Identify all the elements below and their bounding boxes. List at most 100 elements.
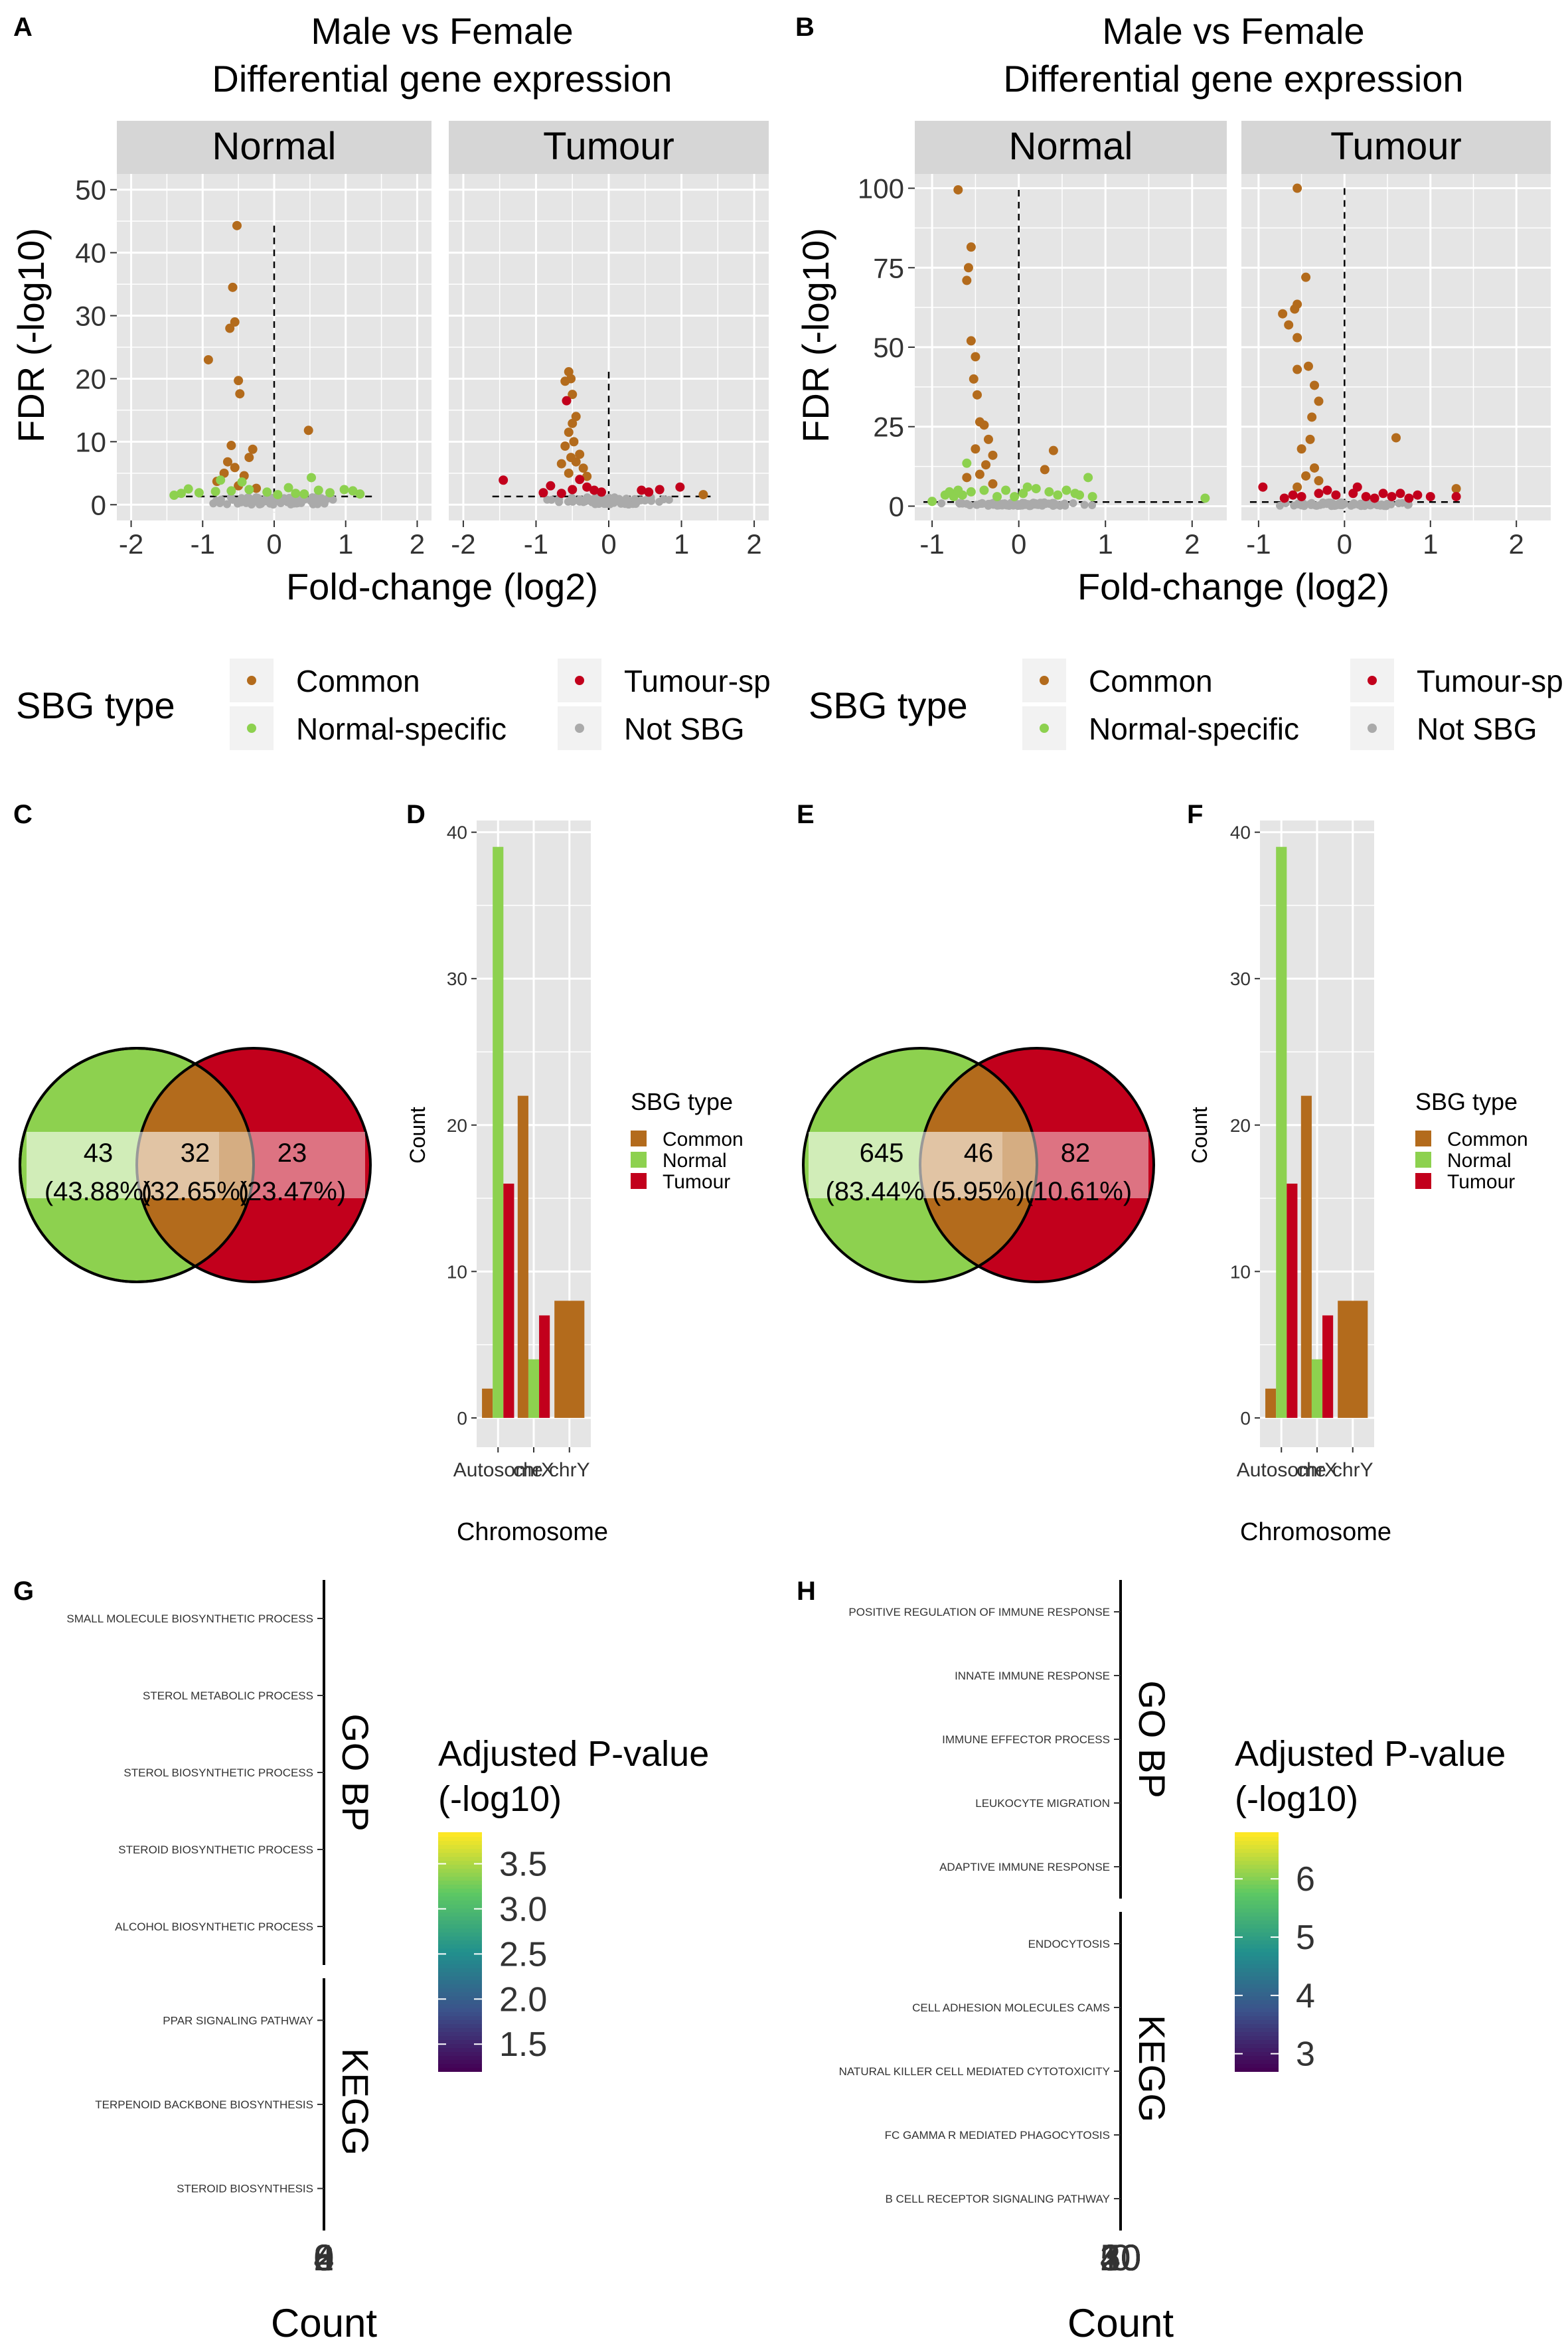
colorbar-segment bbox=[1235, 1960, 1279, 1964]
colorbar-tick-label: 4 bbox=[1296, 1977, 1315, 2015]
colorbar-segment bbox=[438, 1884, 482, 1889]
colorbar-segment bbox=[438, 1999, 482, 2004]
point-not-sbg bbox=[1376, 501, 1385, 510]
colorbar-segment bbox=[438, 1952, 482, 1956]
colorbar-tick-label: 5 bbox=[1296, 1919, 1315, 1957]
colorbar-segment bbox=[438, 1940, 482, 1944]
term-label: NATURAL KILLER CELL MEDIATED CYTOTOXICIT… bbox=[839, 2065, 1110, 2078]
y-tick-label: 0 bbox=[889, 491, 904, 522]
point bbox=[244, 485, 254, 495]
colorbar-segment bbox=[1235, 1996, 1279, 2000]
term-label: SMALL MOLECULE BIOSYNTHETIC PROCESS bbox=[66, 1612, 313, 1625]
point bbox=[1307, 412, 1317, 422]
panel-h-colorbar-title-line1: Adjusted P-value bbox=[1235, 1734, 1506, 1774]
point bbox=[1200, 493, 1210, 503]
panel-g-facet-label-kegg: KEGG bbox=[335, 2048, 376, 2156]
legend-sbg-a-label-common: Common bbox=[296, 664, 420, 698]
colorbar-segment bbox=[1235, 1964, 1279, 1968]
term-label: ADAPTIVE IMMUNE RESPONSE bbox=[939, 1861, 1110, 1873]
point bbox=[1310, 463, 1320, 473]
colorbar-tick-label: 1.5 bbox=[499, 2025, 547, 2064]
panel-g-xlabel: Count bbox=[271, 2301, 377, 2345]
point bbox=[962, 458, 972, 468]
legend-sbg-b-title: SBG type bbox=[809, 684, 968, 726]
point bbox=[963, 263, 973, 273]
x-tick-label: 20 bbox=[1100, 2236, 1141, 2278]
point bbox=[1301, 471, 1311, 481]
colorbar-segment bbox=[1235, 2067, 1279, 2072]
point bbox=[560, 376, 570, 386]
panel-b-subtitle: Differential gene expression bbox=[1003, 58, 1463, 100]
x-tick-label: Autosome bbox=[453, 1459, 543, 1481]
legend-sbg-a-key-notsbg bbox=[575, 724, 584, 733]
y-tick-label: 20 bbox=[447, 1115, 467, 1136]
bar-common bbox=[1300, 1095, 1312, 1418]
point bbox=[499, 475, 509, 485]
point-not-sbg bbox=[1034, 500, 1042, 509]
point bbox=[538, 488, 548, 498]
point bbox=[248, 444, 258, 454]
colorbar-segment bbox=[1235, 1920, 1279, 1924]
point bbox=[273, 490, 283, 500]
bar-common bbox=[554, 1300, 585, 1418]
colorbar-segment bbox=[1235, 1948, 1279, 1952]
point bbox=[219, 468, 229, 478]
point bbox=[1279, 493, 1289, 503]
point bbox=[966, 336, 976, 346]
point bbox=[698, 490, 708, 500]
term-label: TERPENOID BACKBONE BIOSYNTHESIS bbox=[95, 2098, 313, 2111]
colorbar-segment bbox=[1235, 1936, 1279, 1940]
colorbar-segment bbox=[438, 1980, 482, 1984]
point bbox=[1378, 489, 1388, 499]
bar-normal bbox=[528, 1359, 540, 1418]
colorbar-segment bbox=[438, 1864, 482, 1869]
x-tick-label: -1 bbox=[1246, 528, 1271, 560]
colorbar-segment bbox=[1235, 1836, 1279, 1841]
point-not-sbg bbox=[280, 494, 289, 503]
term-label: PPAR SIGNALING PATHWAY bbox=[163, 2014, 313, 2027]
panel-f-legend-label-common: Common bbox=[1447, 1129, 1528, 1150]
point-not-sbg bbox=[605, 500, 614, 509]
colorbar-segment bbox=[1235, 2055, 1279, 2060]
colorbar-segment bbox=[438, 1832, 482, 1837]
legend-sbg-a: SBG type Common Normal-specific Tumour-s… bbox=[16, 659, 771, 750]
point-not-sbg bbox=[223, 500, 232, 509]
term-label: STEROL METABOLIC PROCESS bbox=[143, 1689, 313, 1702]
point-not-sbg bbox=[568, 497, 577, 506]
bar-common bbox=[482, 1388, 493, 1418]
panel-g-colorbar-title-line2: (-log10) bbox=[438, 1779, 562, 1819]
term-label: ENDOCYTOSIS bbox=[1028, 1938, 1110, 1950]
point bbox=[556, 459, 566, 469]
panel-f-legend-title: SBG type bbox=[1415, 1088, 1518, 1115]
colorbar-segment bbox=[438, 1944, 482, 1948]
point-not-sbg bbox=[555, 498, 564, 507]
point bbox=[1048, 445, 1058, 455]
colorbar-segment bbox=[1235, 1968, 1279, 1972]
point bbox=[966, 487, 976, 497]
point bbox=[571, 412, 581, 422]
y-tick-label: 25 bbox=[873, 412, 904, 443]
point-not-sbg bbox=[297, 499, 305, 507]
x-tick-label: -1 bbox=[524, 528, 548, 560]
point bbox=[1293, 364, 1302, 374]
panel-h-facet-label-gobp: GO BP bbox=[1131, 1680, 1173, 1798]
point bbox=[176, 489, 186, 499]
legend-sbg-a-label-notsbg: Not SBG bbox=[624, 712, 745, 746]
panel-d-legend-label-common: Common bbox=[663, 1129, 744, 1150]
point bbox=[222, 457, 232, 467]
colorbar-segment bbox=[438, 1924, 482, 1928]
point bbox=[1305, 434, 1315, 444]
point-not-sbg bbox=[1088, 501, 1097, 510]
point-not-sbg bbox=[311, 499, 319, 508]
venn-c-overlap-pct: (32.65%) bbox=[141, 1177, 249, 1206]
point-not-sbg bbox=[1340, 500, 1348, 509]
term-label: STEROID BIOSYNTHETIC PROCESS bbox=[118, 1843, 313, 1856]
y-tick-label: 10 bbox=[75, 426, 106, 457]
x-tick-label: chrX bbox=[1296, 1459, 1338, 1481]
point bbox=[1031, 484, 1041, 494]
facet-strip bbox=[117, 121, 431, 174]
colorbar-segment bbox=[1235, 1884, 1279, 1889]
panel-d-ylabel: Count bbox=[406, 1107, 430, 1164]
panel-a-subtitle: Differential gene expression bbox=[212, 58, 672, 100]
